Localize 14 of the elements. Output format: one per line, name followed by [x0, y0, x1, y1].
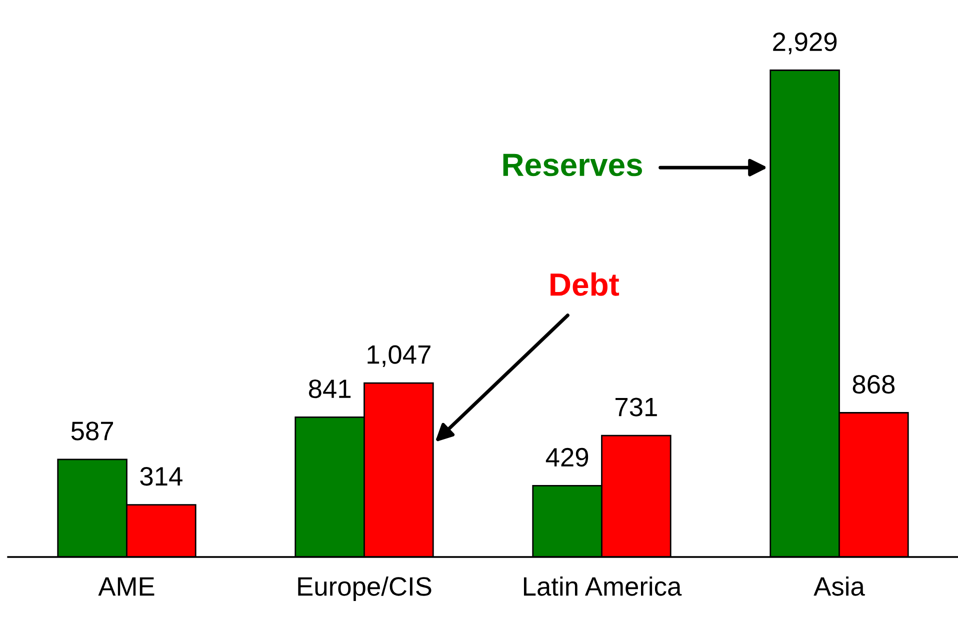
data-label: 2,929 [773, 32, 837, 54]
data-label: 587 [71, 422, 114, 440]
data-label: 841 [308, 379, 351, 398]
data-label: 429 [546, 448, 588, 467]
x-tick-label: Latin America [524, 576, 682, 596]
data-label: 868 [852, 374, 895, 394]
x-tick-label: Europe/CIS [298, 576, 432, 602]
legend-label: Reserves [503, 154, 642, 176]
data-label: 731 [616, 398, 657, 416]
x-tick-label: AME [98, 577, 154, 596]
data-label: 1,047 [368, 345, 430, 368]
x-tick-label: Asia [814, 576, 865, 596]
data-label: 314 [140, 467, 182, 486]
text: Debt [550, 272, 620, 296]
